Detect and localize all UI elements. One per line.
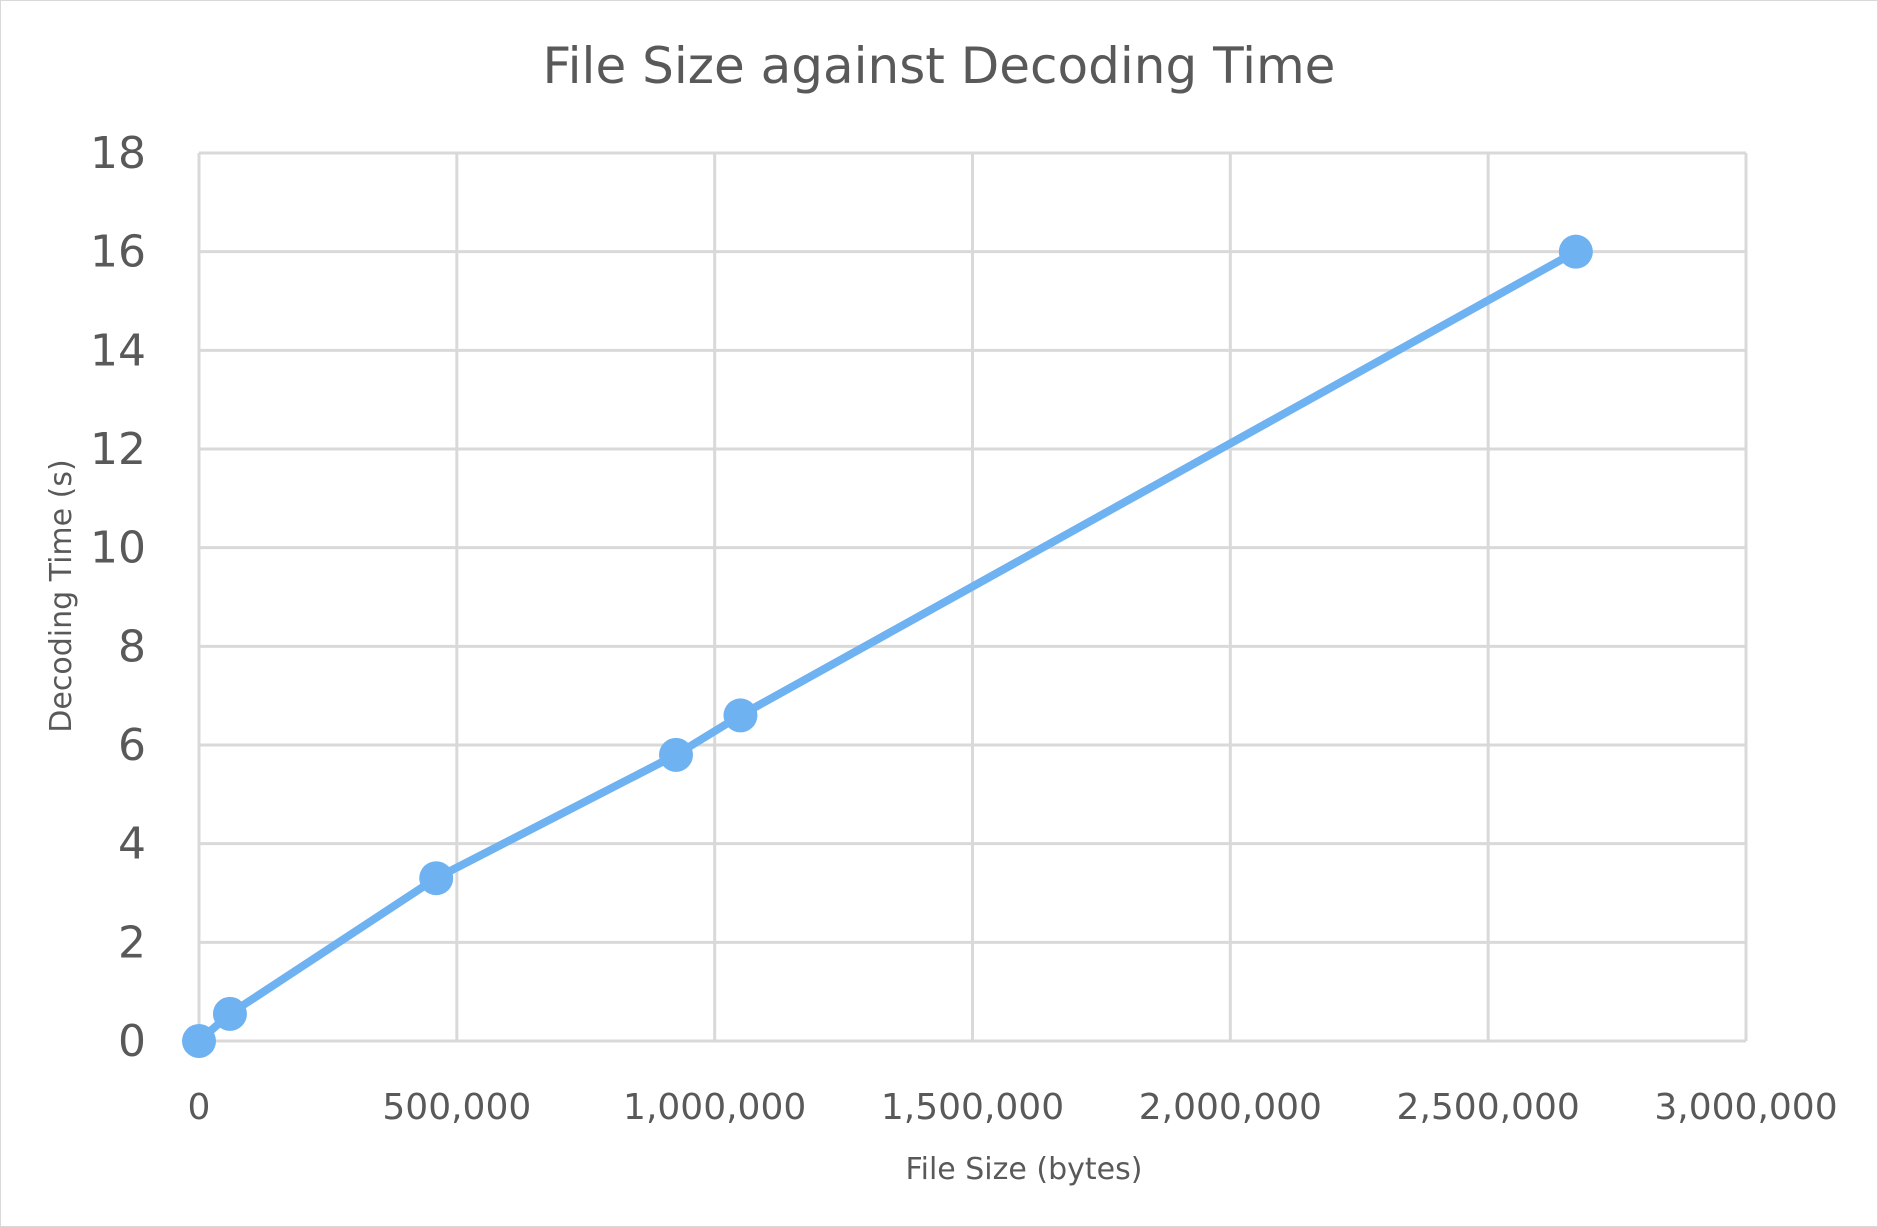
y-tick-label: 0	[118, 1016, 146, 1067]
y-tick-label: 8	[118, 621, 146, 672]
data-point	[212, 996, 247, 1031]
data-point	[419, 861, 454, 896]
data-point	[658, 737, 693, 772]
y-tick-label: 18	[90, 128, 146, 179]
y-tick-label: 16	[90, 227, 146, 278]
x-axis-label: File Size (bytes)	[906, 1152, 1143, 1187]
x-tick-label: 1,000,000	[623, 1087, 806, 1128]
data-point	[182, 1024, 216, 1058]
x-tick-label: 1,500,000	[881, 1087, 1064, 1128]
y-tick-label: 12	[90, 424, 146, 475]
x-tick-label: 500,000	[382, 1087, 531, 1128]
x-tick-label: 0	[188, 1087, 211, 1128]
x-tick-label: 3,000,000	[1654, 1087, 1837, 1128]
y-tick-label: 10	[90, 523, 146, 574]
y-tick-label: 6	[118, 720, 146, 771]
data-point	[1558, 234, 1593, 269]
y-tick-label: 4	[118, 819, 146, 870]
x-axis-ticks: 0 500,000 1,000,000 1,500,000 2,000,000 2,500…	[188, 1087, 1838, 1128]
y-axis-label: Decoding Time (s)	[44, 459, 79, 732]
gridlines	[197, 151, 1748, 1043]
x-tick-label: 2,500,000	[1397, 1087, 1580, 1128]
chart-title: File Size against Decoding Time	[543, 37, 1336, 95]
series-layer	[182, 234, 1593, 1058]
data-point	[723, 698, 758, 733]
y-axis-ticks: 0 2 4 6 8 10 12 14 16 18	[90, 128, 146, 1067]
y-tick-label: 14	[90, 325, 146, 376]
y-tick-label: 2	[118, 917, 146, 968]
x-tick-label: 2,000,000	[1139, 1087, 1322, 1128]
